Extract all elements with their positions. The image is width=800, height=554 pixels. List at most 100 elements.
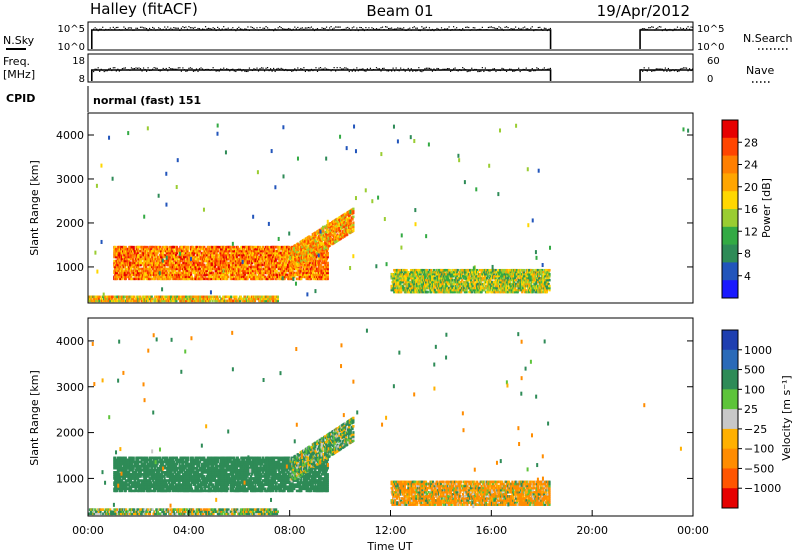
status-dot bbox=[115, 70, 117, 72]
status-dot bbox=[466, 26, 468, 28]
status-dot bbox=[442, 68, 444, 70]
data-cell bbox=[156, 275, 159, 279]
data-cell bbox=[179, 267, 182, 271]
status-dot bbox=[421, 70, 423, 73]
data-cell bbox=[227, 275, 230, 279]
status-dot bbox=[259, 68, 261, 70]
data-cell bbox=[173, 253, 176, 257]
data-cell bbox=[235, 269, 239, 273]
data-cell bbox=[129, 273, 132, 277]
data-cell bbox=[119, 249, 122, 253]
data-cell bbox=[431, 278, 434, 282]
status-dot bbox=[111, 29, 113, 31]
nsky-tick-bottom: 10^0 bbox=[58, 42, 85, 53]
data-cell bbox=[323, 251, 326, 255]
data-cell bbox=[203, 245, 206, 249]
data-cell bbox=[152, 245, 155, 249]
data-cell bbox=[453, 286, 456, 290]
status-dot bbox=[344, 28, 346, 31]
data-cell bbox=[145, 245, 149, 249]
data-cell bbox=[298, 269, 301, 273]
status-dot bbox=[94, 68, 96, 70]
data-cell bbox=[225, 253, 228, 257]
status-dot bbox=[462, 28, 464, 30]
data-cell bbox=[337, 234, 340, 238]
data-cell bbox=[290, 268, 293, 271]
data-cell bbox=[326, 251, 329, 255]
data-cell bbox=[258, 261, 261, 265]
data-cell bbox=[256, 275, 259, 279]
status-dot bbox=[105, 70, 107, 72]
data-cell bbox=[289, 258, 292, 262]
status-dot bbox=[241, 70, 243, 72]
data-cell bbox=[347, 218, 351, 221]
data-cell bbox=[185, 261, 188, 265]
data-cell bbox=[320, 233, 323, 237]
data-cell bbox=[462, 286, 466, 290]
status-dot bbox=[466, 70, 468, 73]
status-dot bbox=[368, 27, 370, 29]
data-cell bbox=[463, 270, 466, 274]
status-dot bbox=[268, 28, 270, 31]
data-cell bbox=[285, 273, 288, 277]
status-dot bbox=[548, 68, 550, 70]
data-cell bbox=[292, 255, 295, 258]
status-dot bbox=[472, 69, 474, 71]
data-cell bbox=[457, 278, 460, 282]
data-cell bbox=[407, 280, 410, 284]
data-cell bbox=[391, 288, 394, 292]
data-cell bbox=[428, 272, 431, 276]
data-cell bbox=[302, 258, 306, 262]
status-dot bbox=[646, 70, 648, 72]
data-cell bbox=[438, 290, 441, 294]
status-dot bbox=[672, 29, 674, 32]
data-cell bbox=[293, 271, 296, 275]
data-cell bbox=[325, 249, 329, 253]
data-cell bbox=[231, 255, 234, 259]
data-cell bbox=[236, 265, 239, 269]
data-cell bbox=[175, 245, 179, 249]
status-dot bbox=[427, 29, 429, 31]
status-dot bbox=[350, 69, 352, 71]
data-cell bbox=[308, 235, 311, 238]
data-cell bbox=[326, 229, 329, 233]
status-dot bbox=[295, 69, 297, 72]
data-cell bbox=[257, 277, 260, 281]
status-dot bbox=[657, 27, 659, 29]
data-cell bbox=[244, 263, 247, 267]
data-cell bbox=[224, 271, 227, 275]
status-dot bbox=[489, 70, 491, 72]
data-cell bbox=[167, 269, 171, 273]
data-cell bbox=[290, 248, 293, 251]
data-cell bbox=[183, 265, 186, 269]
status-dot bbox=[690, 69, 692, 72]
status-dot bbox=[220, 29, 222, 31]
status-dot bbox=[392, 67, 394, 69]
data-cell bbox=[116, 263, 119, 267]
data-cell bbox=[421, 288, 424, 292]
data-cell bbox=[458, 270, 461, 274]
data-cell bbox=[440, 276, 443, 280]
data-cell bbox=[240, 259, 243, 263]
data-cell bbox=[312, 277, 315, 281]
status-dot bbox=[145, 28, 148, 30]
status-dot bbox=[186, 28, 189, 30]
data-cell bbox=[458, 282, 461, 286]
data-cell bbox=[405, 268, 408, 272]
data-cell bbox=[458, 272, 461, 276]
data-cell bbox=[393, 272, 396, 276]
data-cell bbox=[225, 251, 228, 255]
data-cell bbox=[420, 286, 423, 290]
status-dot bbox=[204, 26, 207, 28]
data-cell bbox=[292, 259, 295, 262]
data-cell bbox=[400, 288, 403, 292]
status-dot bbox=[449, 29, 452, 31]
data-cell bbox=[326, 269, 329, 273]
data-cell bbox=[344, 216, 347, 220]
data-cell bbox=[129, 275, 133, 279]
data-cell bbox=[149, 253, 152, 257]
data-cell bbox=[322, 261, 325, 265]
status-dot bbox=[499, 69, 502, 72]
data-cell bbox=[219, 255, 223, 259]
status-dot bbox=[328, 27, 331, 29]
